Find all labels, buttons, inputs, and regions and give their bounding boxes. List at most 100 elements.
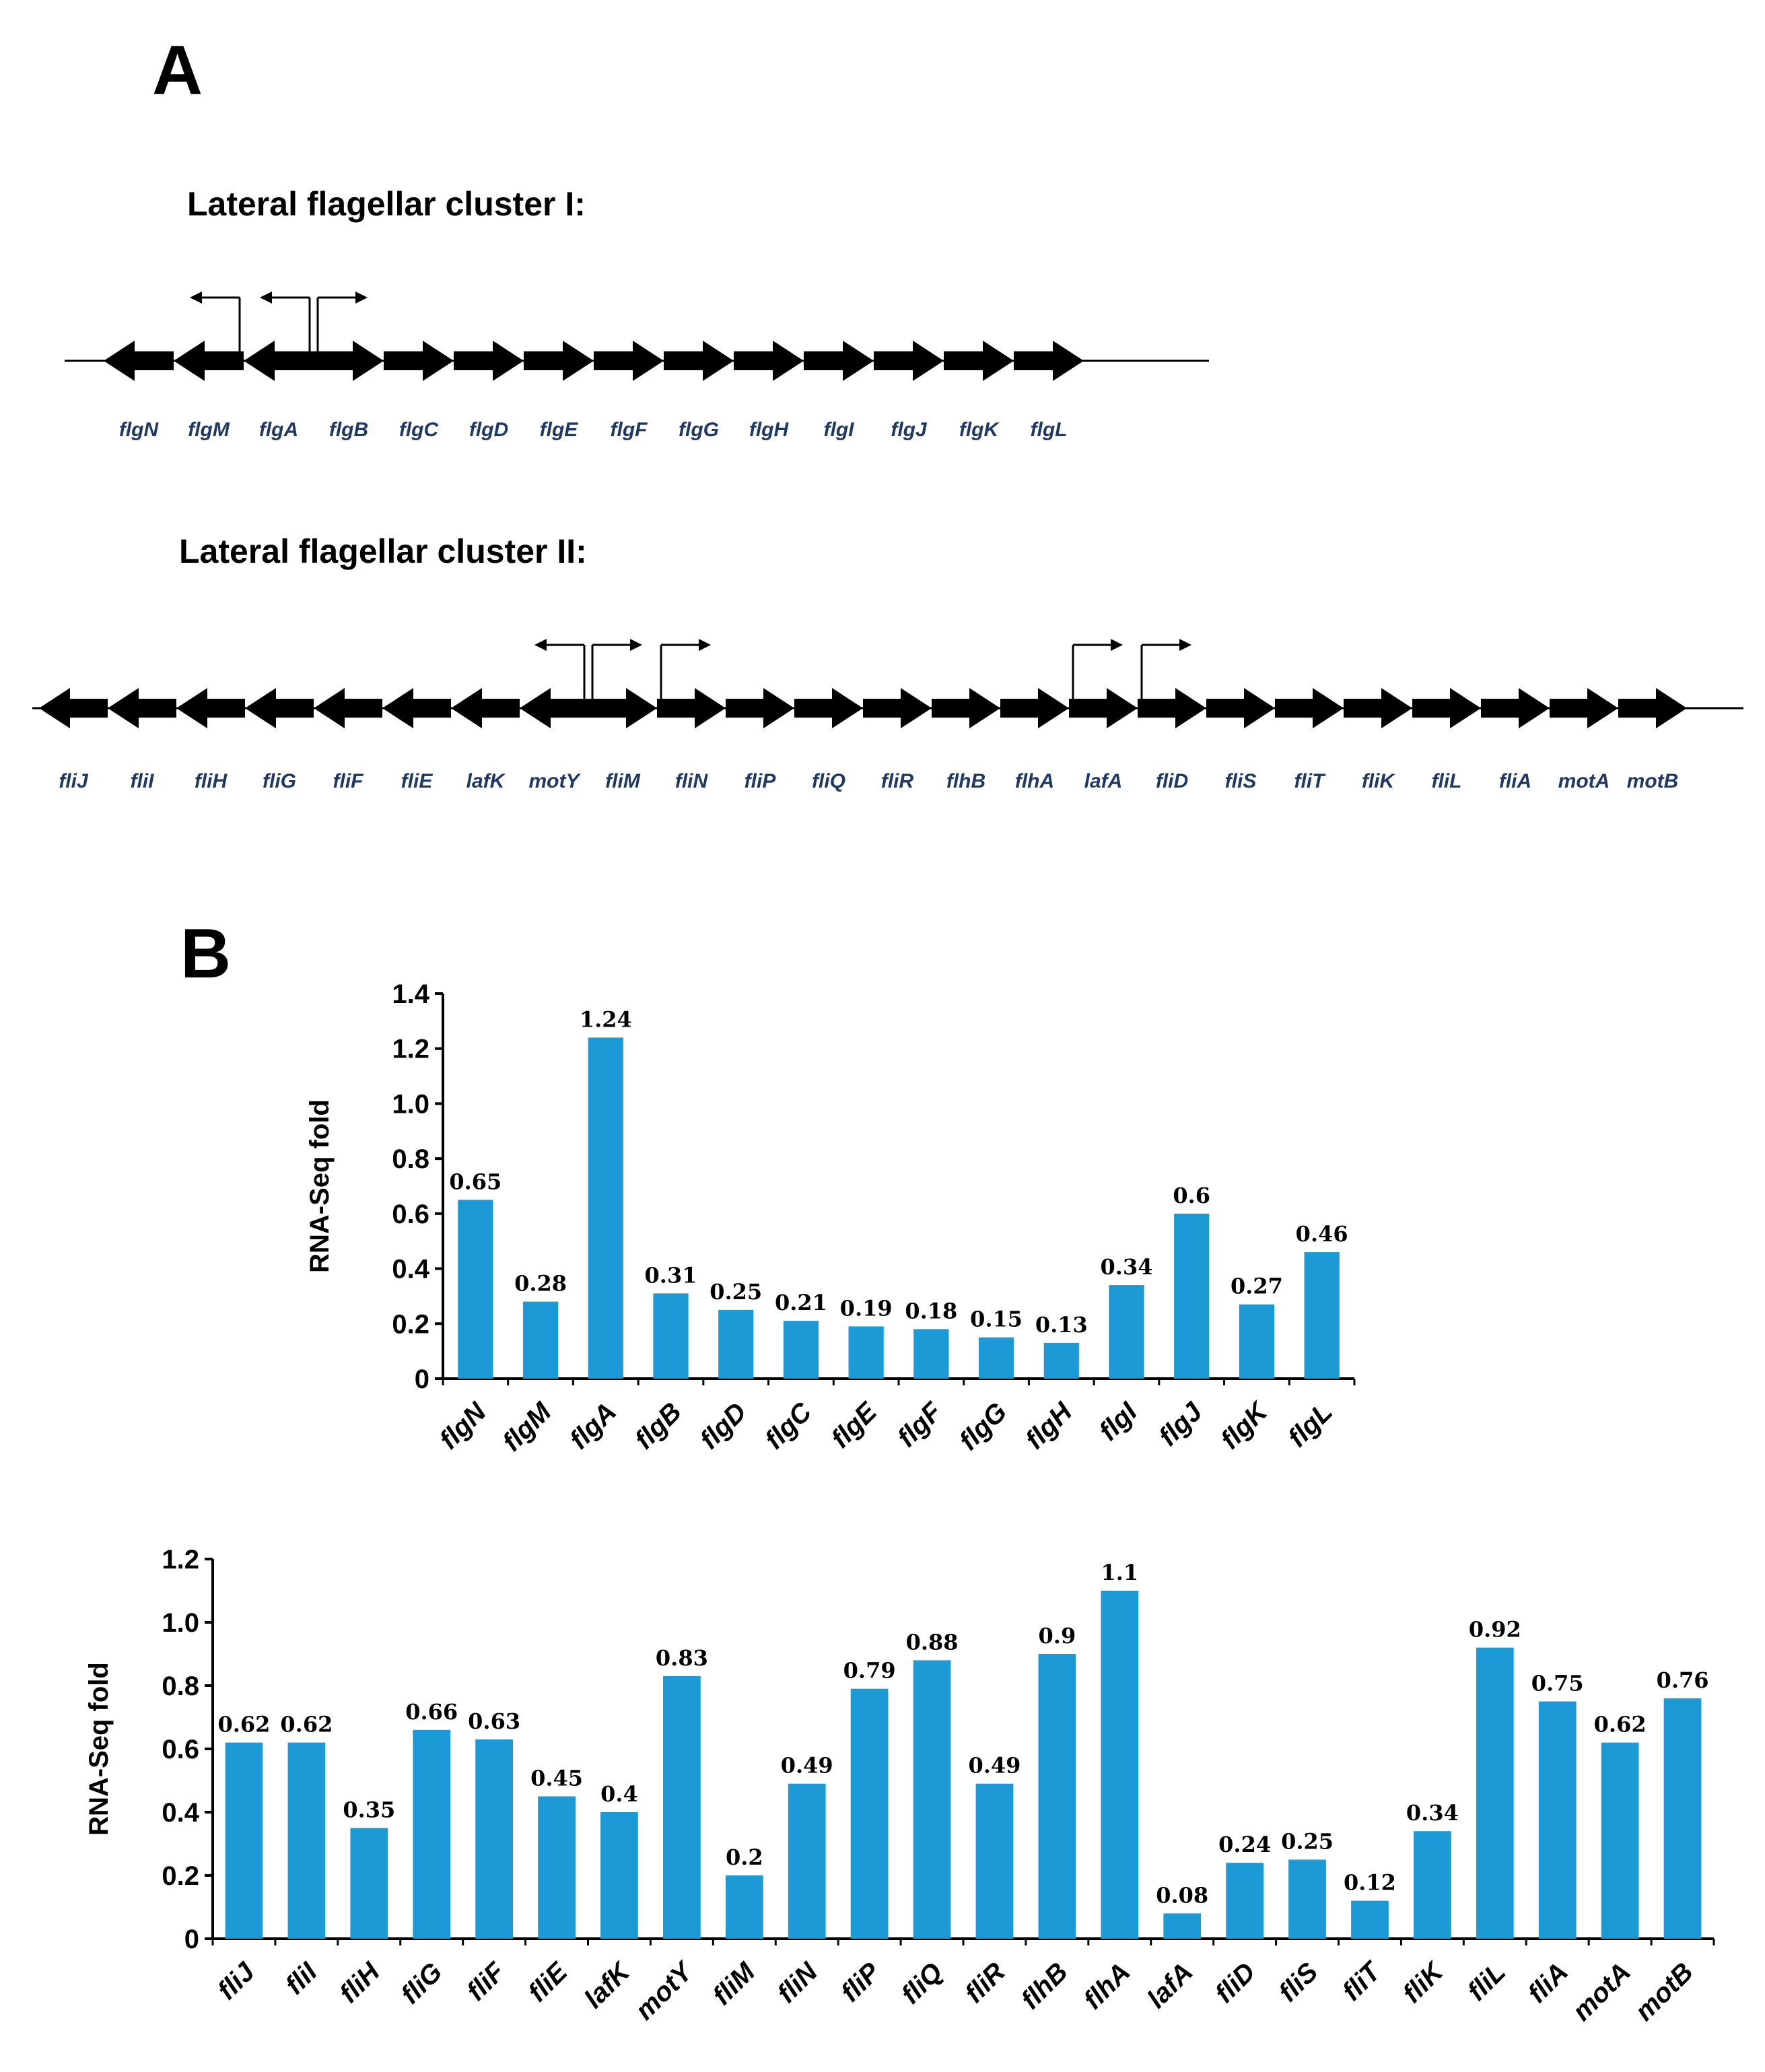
promoter-arrow-flgB <box>316 291 368 351</box>
bar-motB <box>1663 1698 1702 1939</box>
gene-label-fliH: fliH <box>195 770 228 792</box>
data-label-motY: 0.83 <box>656 1645 708 1671</box>
gene-label-motY: motY <box>529 770 582 792</box>
data-label-fliN: 0.49 <box>781 1753 833 1779</box>
gene-label-flgE: flgE <box>540 419 579 441</box>
category-label-motY: motY <box>629 1956 699 2026</box>
gene-label-lafK: lafK <box>466 770 506 792</box>
gene-label-flgJ: flgJ <box>891 419 928 441</box>
gene-arrow-flgC <box>384 341 454 381</box>
gene-arrow-fliG <box>245 688 314 728</box>
gene-label-flgL: flgL <box>1031 419 1068 441</box>
bar-flgN <box>458 1200 493 1379</box>
promoter-arrow-flgM <box>190 291 241 351</box>
bar-flgA <box>588 1037 623 1379</box>
gene-label-flgN: flgN <box>119 419 160 441</box>
gene-label-fliA: fliA <box>1499 770 1531 792</box>
category-label-fliJ: fliJ <box>212 1957 261 2006</box>
promoter-arrow-flgA <box>260 291 311 351</box>
gene-label-flhB: flhB <box>946 770 985 792</box>
bar-fliT <box>1351 1900 1389 1939</box>
data-label-fliM: 0.2 <box>726 1844 763 1870</box>
data-label-flgA: 1.24 <box>580 1006 632 1032</box>
gene-arrow-fliK <box>1344 688 1412 728</box>
gene-label-flgM: flgM <box>188 419 230 441</box>
gene-arrow-fliQ <box>794 688 863 728</box>
gene-arrow-fliH <box>176 688 245 728</box>
gene-label-fliJ: fliJ <box>59 770 89 792</box>
gene-arrow-fliR <box>863 688 932 728</box>
category-label-fliE: fliE <box>522 1956 574 2007</box>
bar-flgD <box>718 1309 754 1379</box>
category-label-fliA: fliA <box>1522 1957 1574 2009</box>
gene-label-flgD: flgD <box>469 419 508 441</box>
category-label-motB: motB <box>1630 1957 1699 2026</box>
bar-motY <box>663 1676 701 1939</box>
gene-arrow-flgE <box>524 341 594 381</box>
category-label-flgH: flgH <box>1020 1396 1078 1455</box>
bar-flgF <box>913 1329 949 1379</box>
category-label-flgB: flgB <box>629 1397 687 1455</box>
gene-label-fliP: fliP <box>745 770 777 792</box>
data-label-flgE: 0.19 <box>840 1295 893 1321</box>
gene-label-flgK: flgK <box>959 419 1000 441</box>
gene-arrow-flgJ <box>874 341 944 381</box>
bar-flgC <box>783 1321 819 1379</box>
bar-flgG <box>978 1337 1014 1379</box>
gene-arrow-flgL <box>1014 341 1084 381</box>
category-label-fliL: fliL <box>1462 1957 1512 2007</box>
gene-arrow-fliI <box>108 688 176 728</box>
data-label-flhB: 0.9 <box>1039 1623 1076 1649</box>
gene-arrow-fliM <box>588 688 657 728</box>
gene-arrow-flgF <box>594 341 664 381</box>
category-label-fliM: fliM <box>707 1956 761 2011</box>
bar-lafK <box>600 1812 638 1939</box>
gene-label-flgG: flgG <box>679 419 719 441</box>
bar-fliJ <box>225 1742 263 1939</box>
category-label-flgL: flgL <box>1282 1397 1338 1453</box>
gene-label-flgB: flgB <box>329 419 368 441</box>
gene-arrow-fliS <box>1206 688 1275 728</box>
category-label-flgE: flgE <box>825 1396 882 1453</box>
bar-fliL <box>1476 1647 1514 1939</box>
category-label-fliN: fliN <box>771 1956 823 2008</box>
y-tick-label: 0.6 <box>162 1735 199 1764</box>
gene-arrow-flgD <box>454 341 524 381</box>
chart-cluster2-expression: 0 0.2 0.4 0.6 0.8 1.0 1.2 RNA-Seq fold 0.62 fliJ 0… <box>84 1545 1715 2027</box>
data-label-fliD: 0.24 <box>1218 1832 1271 1857</box>
category-label-flhA: flhA <box>1078 1957 1136 2015</box>
gene-label-fliF: fliF <box>333 770 364 792</box>
category-label-fliD: fliD <box>1210 1957 1261 2009</box>
bar-fliE <box>538 1796 576 1939</box>
gene-label-flhA: flhA <box>1015 770 1054 792</box>
gene-label-fliS: fliS <box>1225 770 1257 792</box>
gene-arrow-fliT <box>1275 688 1344 728</box>
category-label-fliG: fliG <box>395 1957 448 2009</box>
gene-label-fliK: fliK <box>1362 770 1396 792</box>
y-tick-label: 1.0 <box>392 1089 429 1119</box>
category-label-fliS: fliS <box>1273 1957 1323 2007</box>
y-tick-label: 0.6 <box>392 1200 429 1229</box>
data-label-fliJ: 0.62 <box>217 1712 270 1737</box>
bar-fliA <box>1538 1701 1577 1939</box>
promoter-arrow-fliD <box>1140 639 1191 699</box>
data-label-flgL: 0.46 <box>1296 1221 1348 1247</box>
y-axis-title: RNA-Seq fold <box>84 1662 114 1836</box>
gene-arrow-lafA <box>1069 688 1138 728</box>
category-label-fliT: fliT <box>1337 1956 1388 2007</box>
gene-arrow-flgA <box>244 341 314 381</box>
category-label-fliK: fliK <box>1397 1956 1451 2009</box>
bar-flgK <box>1239 1304 1275 1379</box>
gene-label-fliT: fliT <box>1294 770 1327 792</box>
gene-label-fliE: fliE <box>401 770 434 792</box>
gene-label-flgF: flgF <box>611 419 648 441</box>
gene-arrow-flgI <box>804 341 874 381</box>
bar-fliS <box>1288 1859 1326 1939</box>
bar-fliM <box>725 1875 763 1939</box>
bar-flhB <box>1038 1654 1076 1939</box>
category-label-flgC: flgC <box>759 1396 818 1455</box>
gene-arrow-motY <box>520 688 588 728</box>
category-label-flgN: flgN <box>434 1396 493 1455</box>
y-axis-title: RNA-Seq fold <box>305 1099 335 1273</box>
